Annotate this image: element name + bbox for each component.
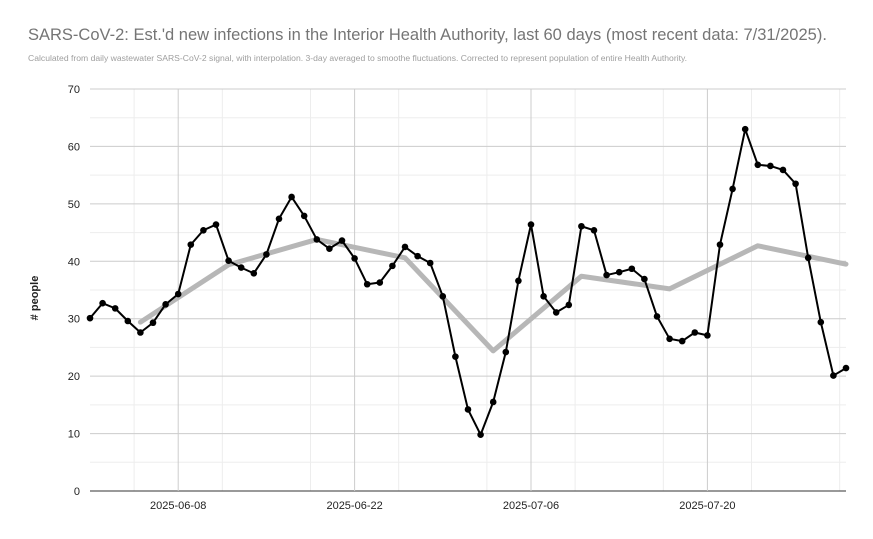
y-tick-label: 60 [68,141,80,153]
data-point [792,180,799,188]
data-point [137,329,144,336]
trend-series-line [137,236,849,354]
data-point [578,222,585,230]
data-point [615,268,623,276]
data-point [477,431,484,439]
chart-subtitle: Calculated from daily wastewater SARS-Co… [28,53,688,63]
data-point [830,372,837,379]
data-point [389,262,396,270]
data-point [111,305,119,312]
data-point [401,243,409,251]
data-point [502,348,510,356]
data-point [300,212,308,220]
data-point [804,254,812,262]
data-point [641,275,648,283]
data-point [565,301,573,309]
y-tick-label: 70 [68,84,80,96]
data-point [338,237,346,244]
series-layer [86,125,850,439]
data-point [464,406,472,413]
data-point [250,270,258,277]
y-tick-label: 10 [68,429,80,441]
data-point [666,335,673,343]
data-point [174,290,182,298]
data-point [288,193,295,201]
data-point [439,293,447,300]
data-point [842,364,850,372]
y-tick-labels: 0 10 20 30 40 50 60 70 [68,84,80,498]
data-point [275,215,283,223]
data-point [515,277,522,285]
data-point [741,125,749,133]
major-gridlines [90,88,846,492]
data-point [704,332,711,339]
data-point [124,317,132,325]
data-point [426,259,434,267]
data-point [162,301,169,308]
data-point [225,257,232,265]
data-point [729,185,736,193]
data-point [187,241,195,248]
data-point [527,221,535,228]
data-point [716,241,724,248]
data-point [767,162,774,170]
y-tick-label: 40 [68,256,80,268]
y-tick-label: 20 [68,371,80,383]
data-point [489,398,497,406]
data-point [678,337,686,345]
data-point [200,226,207,234]
data-point [779,166,787,174]
data-point [149,319,157,327]
data-point [414,252,421,260]
data-point [817,318,825,326]
x-tick-labels: 2025-06-08 2025-06-22 2025-07-06 2025-07-20 [150,500,735,512]
data-point [376,279,384,286]
data-point [691,329,699,336]
data-point [212,221,220,228]
chart-title: SARS-CoV-2: Est.'d new infections in the… [28,26,827,44]
x-tick-label: 2025-07-06 [503,500,559,512]
data-point [326,245,333,252]
data-point [99,299,106,307]
y-axis-label: # people [29,276,41,321]
x-tick-label: 2025-06-22 [326,500,382,512]
data-point [603,271,610,279]
y-tick-label: 0 [74,486,80,498]
x-tick-label: 2025-07-20 [679,500,735,512]
y-tick-label: 50 [68,199,80,211]
x-tick-label: 2025-06-08 [150,500,206,512]
data-point [86,314,94,322]
data-point [363,280,371,288]
data-point [351,255,358,262]
data-point [590,226,598,234]
data-point [237,264,245,271]
data-point [552,309,560,316]
minor-gridlines [90,89,846,491]
data-point [628,265,636,273]
data-point [653,313,661,320]
data-point [313,236,321,243]
data-point [263,251,270,258]
data-point [540,293,547,300]
data-point [754,161,762,169]
data-point [452,353,459,360]
y-tick-label: 30 [68,314,80,326]
